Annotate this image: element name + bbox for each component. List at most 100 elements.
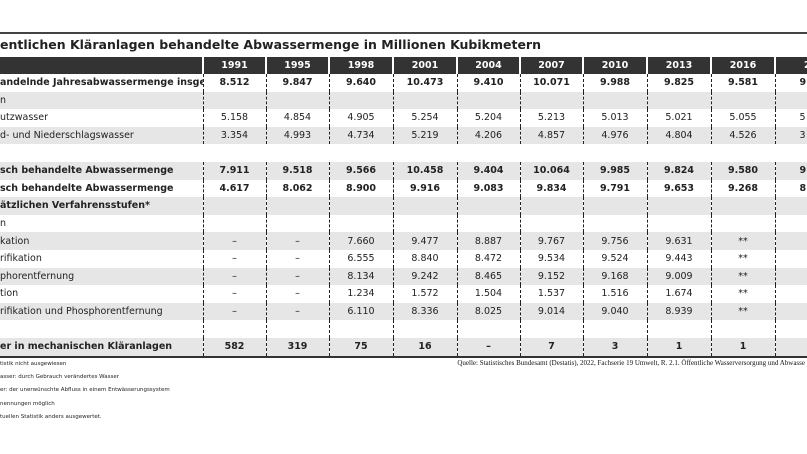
value-cell: – [265,267,329,286]
value-cell: – [202,249,266,268]
value-cell: 8.025 [456,302,520,321]
value-cell: 9.014 [519,302,583,321]
table-row [0,144,807,162]
value-cell: 8.336 [392,302,457,321]
value-cell: 1.674 [646,285,711,303]
value-cell: 4.804 [646,126,711,145]
value-cell: – [202,285,266,303]
header-year: 1995 [265,57,329,74]
value-cell: 4.617 [202,179,266,198]
value-cell [582,197,647,215]
top-rule [0,32,807,34]
value-cell: 1.537 [519,285,583,303]
value-cell [775,144,807,162]
table-row: er in mechanischen Kläranlagen 582 319 75 16… [0,337,807,358]
header-year: 2013 [646,57,711,74]
value-cell: 4.993 [265,126,329,145]
value-cell: ** [710,249,775,268]
value-cell: 7 [519,337,583,358]
value-cell: – [265,285,329,303]
value-cell: 5.013 [582,109,647,127]
value-cell [711,144,775,162]
row-label: n [0,218,7,230]
value-cell [392,320,457,338]
table-row: ätzlichen Verfahrensstufen* [0,197,807,215]
table-row: phorentfernung – –8.134 9.242 8.465 9.152 9.16… [0,267,807,286]
value-cell [647,144,711,162]
table-row [0,320,807,338]
value-cell: 8 [774,179,807,198]
value-cell [520,144,583,162]
value-cell [582,91,647,110]
value-cell: 16 [392,337,457,358]
value-cell: 9.791 [582,179,647,198]
value-cell: 9.824 [646,161,711,180]
value-cell [203,144,266,162]
value-cell: 1.504 [456,285,520,303]
value-cell: 1 [710,337,775,358]
value-cell: 9 [774,161,807,180]
value-cell [774,267,807,286]
value-cell [582,214,647,233]
value-cell [456,320,520,338]
value-cell: 7.911 [202,161,266,180]
row-label: tion [0,288,19,300]
row-label: andelnde Jahresabwassermenge insgesamt [0,77,203,89]
value-cell: 5.254 [392,109,457,127]
value-cell: ** [710,232,775,250]
value-cell: 10.071 [519,74,583,92]
header-year: 2001 [392,57,457,74]
value-cell: 9.834 [519,179,583,198]
value-cell: 5.213 [519,109,583,127]
value-cell: 8.887 [456,232,520,250]
value-cell [392,197,457,215]
footnote: er: der unerwünschte Abfluss in einem En… [0,387,170,393]
value-cell: 1 [646,337,711,358]
value-cell [265,214,329,233]
value-cell [202,320,266,338]
value-cell: 9.566 [328,161,393,180]
header-year: 2004 [456,57,520,74]
value-cell [582,320,647,338]
value-cell: 8.134 [328,267,393,286]
row-label: n [0,91,203,110]
value-cell [328,214,393,233]
value-cell: 5 [774,109,807,127]
table-row: tion – –1.234 1.572 1.504 1.537 1.516 1.674 ** [0,285,807,303]
value-cell [774,232,807,250]
value-cell [774,337,807,358]
value-cell: 582 [202,337,266,358]
table-row: n [0,214,807,233]
value-cell [202,91,266,110]
table-row: sch behandelte Abwassermenge 4.617 8.062 8.… [0,179,807,198]
value-cell: 9.040 [582,302,647,321]
value-cell: 5.055 [710,109,775,127]
value-cell: – [202,302,266,321]
value-cell [393,144,457,162]
row-label: sch behandelte Abwassermenge [0,161,203,180]
table-row: kation – –7.660 9.477 8.887 9.767 9.756 9.631 ** [0,232,807,250]
row-label: kation [0,232,203,250]
value-cell [519,214,583,233]
value-cell: 9.524 [582,249,647,268]
value-cell: 9.653 [646,179,711,198]
value-cell: 4.734 [328,126,393,145]
row-label [0,144,203,162]
value-cell [774,302,807,321]
value-cell [774,320,807,338]
header-label-cell [0,57,203,74]
footnote: tistik nicht ausgewiesen [0,361,67,367]
header-row: 1991199519982001200420072010201320162 [0,57,807,74]
table-row: rifikation und Phosphorentfernung – –6.110… [0,302,807,321]
value-cell: 1.516 [582,285,647,303]
value-cell: 9.410 [456,74,520,92]
value-cell: ** [710,302,775,321]
value-cell [774,214,807,233]
row-label: sch behandelte Abwassermenge [0,182,174,194]
value-cell: – [265,249,329,268]
value-cell: – [265,302,329,321]
value-cell: 9.268 [710,179,775,198]
table-row: d- und Niederschlagswasser 3.354 4.993 4.73… [0,126,807,145]
value-cell [456,91,520,110]
value-cell: ** [710,267,775,286]
